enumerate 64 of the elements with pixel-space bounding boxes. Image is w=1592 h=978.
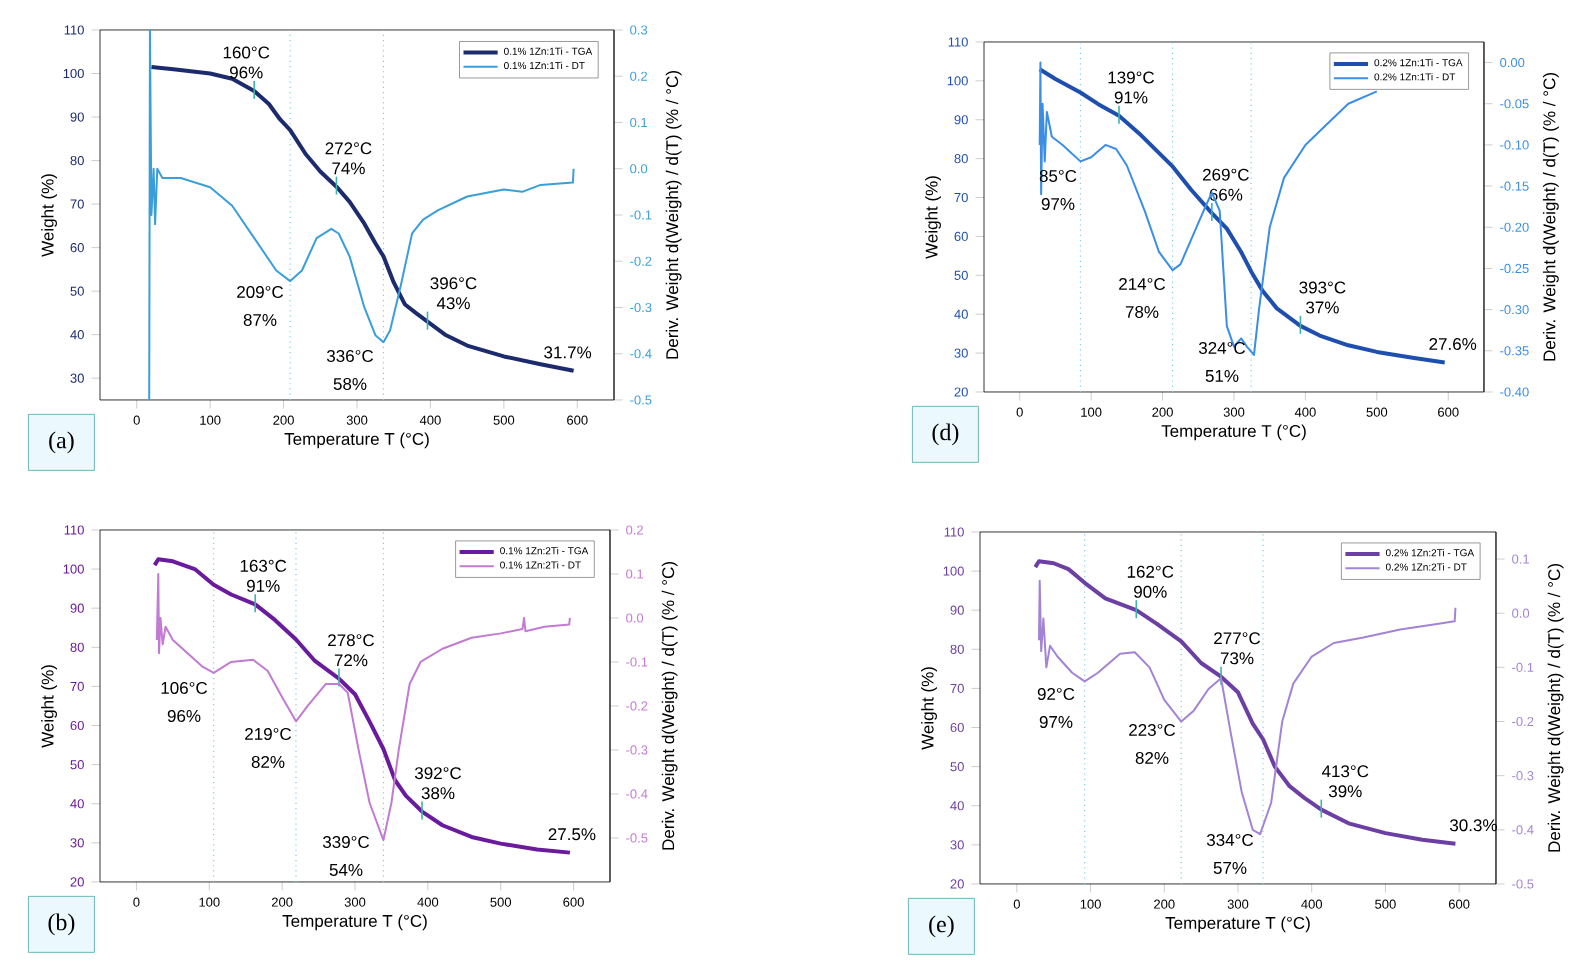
annotation: 214°C — [1119, 277, 1166, 290]
annotation: 72% — [334, 654, 368, 667]
annotation: 162°C — [1127, 565, 1174, 578]
annotation: 78% — [1125, 305, 1159, 318]
y2-axis-title: Deriv. Weight d(Weight) / d(T) (% / °C) — [665, 71, 682, 359]
annotation: 396°C — [430, 277, 477, 290]
annotation: 97% — [1039, 715, 1073, 728]
annotation: 38% — [421, 787, 455, 800]
text: (a) — [49, 431, 74, 454]
text: (d) — [932, 423, 959, 446]
annotation: 277°C — [1214, 632, 1261, 645]
annotation: 393°C — [1299, 281, 1346, 294]
annotation: 334°C — [1206, 833, 1254, 846]
annotation: 92°C — [1037, 687, 1075, 700]
annotation: 324°C — [1198, 341, 1246, 354]
x-axis-title: Temperature T (°C) — [1161, 424, 1306, 441]
annotation: 272°C — [325, 142, 372, 155]
annotation: 96% — [167, 709, 201, 722]
annotation: 219°C — [245, 727, 292, 740]
annotation: 139°C — [1108, 71, 1155, 84]
y2-axis-title: Deriv. Weight d(Weight) / d(T) (% / °C) — [1542, 73, 1559, 361]
annotation: 223°C — [1129, 723, 1176, 736]
x-axis-title: Temperature T (°C) — [284, 432, 429, 449]
annotation: 278°C — [328, 634, 375, 647]
annotation: 160°C — [223, 46, 270, 59]
text: (e) — [929, 915, 954, 938]
annotation: 413°C — [1321, 765, 1369, 778]
annotation: 339°C — [322, 835, 370, 848]
annotation: 87% — [243, 313, 277, 326]
y-axis-title: Weight (%) — [41, 665, 57, 748]
line-series — [1038, 61, 1378, 356]
annotation: 97% — [1041, 197, 1075, 210]
annotation: 91% — [246, 579, 280, 592]
y-axis-title: Weight (%) — [925, 176, 941, 259]
x-axis-title: Temperature T (°C) — [1165, 916, 1310, 933]
annotation: 163°C — [240, 559, 287, 572]
annotation: 106°C — [161, 681, 208, 694]
y2-axis-title: Deriv. Weight d(Weight) / d(T) (% / °C) — [661, 562, 678, 850]
annotation: 73% — [1220, 652, 1254, 665]
annotation: 27.6% — [1429, 338, 1477, 351]
annotation: 51% — [1205, 370, 1239, 382]
annotation: 336°C — [326, 349, 374, 362]
annotation: 392°C — [414, 767, 462, 780]
annotation: 31.7% — [544, 346, 592, 359]
annotation: 269°C — [1202, 168, 1249, 181]
annotation: 209°C — [237, 285, 284, 298]
annotation: 43% — [436, 297, 470, 310]
annotation: 96% — [229, 66, 263, 79]
y2-axis-title: Deriv. Weight d(Weight) / d(T) (% / °C) — [1547, 564, 1564, 852]
text: (b) — [48, 913, 75, 936]
x-axis-title: Temperature T (°C) — [282, 914, 427, 931]
annotation: 57% — [1213, 861, 1247, 874]
annotation: 58% — [333, 377, 367, 390]
annotation: 82% — [251, 755, 285, 768]
annotation: 54% — [329, 863, 363, 876]
annotation: 27.5% — [548, 828, 596, 841]
annotation: 74% — [332, 162, 365, 175]
annotation: 90% — [1134, 585, 1167, 598]
annotation: 37% — [1306, 301, 1339, 314]
annotation: 91% — [1114, 91, 1148, 104]
y-axis-title: Weight (%) — [921, 667, 937, 750]
y-axis-title: Weight (%) — [41, 174, 57, 257]
annotation: 82% — [1135, 751, 1169, 764]
annotation: 39% — [1328, 785, 1362, 798]
